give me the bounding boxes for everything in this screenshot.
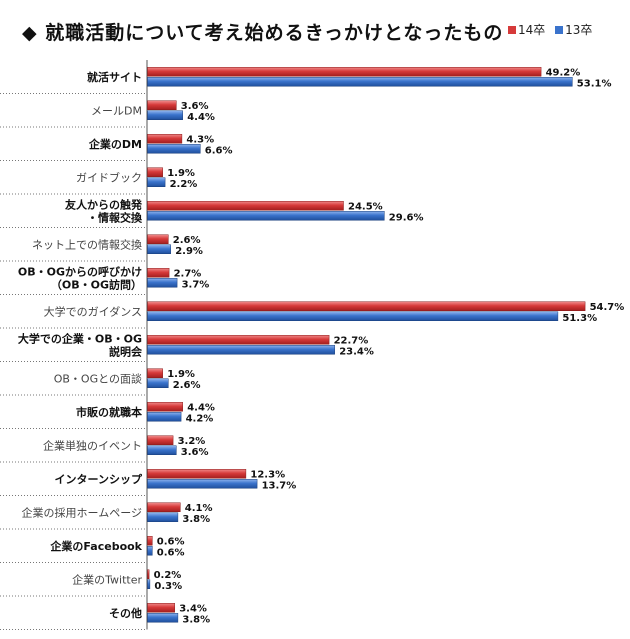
- value-label-14: 4.1%: [185, 503, 213, 514]
- legend-swatch-13: [555, 25, 564, 34]
- bar-13: [147, 378, 169, 388]
- category-label: 企業のFacebook: [49, 539, 142, 553]
- value-label-13: 3.6%: [181, 447, 209, 458]
- value-label-13: 4.2%: [186, 413, 214, 424]
- bar-13: [147, 77, 573, 87]
- category-label: インターンシップ: [55, 472, 143, 486]
- bar-13: [147, 546, 153, 556]
- bar-13: [147, 278, 178, 288]
- category-label: ガイドブック: [76, 170, 142, 184]
- value-label-14: 3.6%: [181, 101, 209, 112]
- bar-13: [147, 445, 177, 455]
- category-label: OB・OGからの呼びかけ: [18, 264, 142, 278]
- bar-13: [147, 177, 166, 187]
- category-label: 説明会: [109, 344, 143, 358]
- bar-14: [147, 469, 247, 479]
- chart-title: ◆ 就職活動について考え始めるきっかけとなったもの: [22, 22, 504, 44]
- value-label-14: 4.3%: [186, 134, 214, 145]
- category-label: 企業のTwitter: [72, 572, 142, 586]
- bar-13: [147, 479, 258, 489]
- category-label: 市販の就職本: [76, 405, 142, 419]
- value-label-13: 3.8%: [182, 514, 210, 525]
- value-label-13: 3.8%: [182, 614, 210, 625]
- bar-13: [147, 211, 385, 221]
- bar-14: [147, 67, 542, 77]
- value-label-14: 24.5%: [348, 201, 383, 212]
- value-label-14: 54.7%: [590, 302, 625, 313]
- category-label: 企業の採用ホームページ: [22, 505, 142, 519]
- bar-14: [147, 100, 177, 110]
- value-label-14: 0.2%: [154, 570, 182, 581]
- category-label: OB・OGとの面談: [54, 371, 142, 385]
- value-label-14: 49.2%: [546, 67, 581, 78]
- value-label-14: 12.3%: [250, 469, 285, 480]
- category-label: その他: [109, 606, 142, 620]
- bar-14: [147, 268, 170, 278]
- category-label: （OB・OG訪問）: [51, 277, 142, 291]
- value-label-13: 2.6%: [173, 380, 201, 391]
- value-label-14: 4.4%: [187, 402, 215, 413]
- bar-14: [147, 201, 344, 211]
- category-label: 企業単独のイベント: [43, 438, 142, 452]
- category-label: ネット上での情報交換: [32, 237, 142, 251]
- value-label-14: 0.6%: [157, 536, 185, 547]
- value-label-13: 29.6%: [389, 212, 424, 223]
- category-label: 大学でのガイダンス: [44, 304, 142, 318]
- legend-item-13: 13卒: [555, 21, 592, 38]
- bar-14: [147, 435, 174, 445]
- bar-14: [147, 368, 163, 378]
- value-label-13: 0.3%: [154, 581, 182, 592]
- legend-label-13: 13卒: [565, 23, 593, 37]
- value-label-13: 13.7%: [262, 480, 297, 491]
- bar-13: [147, 613, 179, 623]
- value-label-14: 1.9%: [167, 168, 195, 179]
- bar-13: [147, 579, 151, 589]
- bar-14: [147, 569, 150, 579]
- value-label-13: 2.2%: [170, 179, 198, 190]
- value-label-13: 53.1%: [577, 78, 612, 89]
- value-label-13: 23.4%: [339, 346, 374, 357]
- bar-14: [147, 134, 183, 144]
- value-label-14: 2.6%: [173, 235, 201, 246]
- category-label: メールDM: [91, 104, 142, 117]
- bar-14: [147, 603, 175, 613]
- value-label-13: 51.3%: [562, 313, 597, 324]
- value-label-13: 4.4%: [187, 112, 215, 123]
- bar-13: [147, 345, 335, 355]
- value-label-13: 0.6%: [157, 547, 185, 558]
- bar-13: [147, 512, 179, 522]
- legend-swatch-14: [508, 25, 516, 34]
- legend-item-14: 14卒: [508, 21, 545, 38]
- value-label-13: 6.6%: [205, 145, 233, 156]
- bar-13: [147, 311, 559, 321]
- category-label: 企業のDM: [88, 137, 142, 151]
- bar-14: [147, 301, 586, 311]
- category-label: 大学での企業・OB・OG: [18, 331, 142, 345]
- category-label: ・情報交換: [87, 210, 143, 224]
- bar-13: [147, 244, 171, 254]
- title-row: ◆ 就職活動について考え始めるきっかけとなったもの 14卒 13卒: [0, 0, 630, 60]
- bar-14: [147, 536, 153, 546]
- category-label: 友人からの触発: [65, 197, 143, 211]
- category-label: 就活サイト: [87, 70, 142, 84]
- legend: 14卒 13卒: [508, 21, 598, 38]
- bar-14: [147, 402, 183, 412]
- value-label-14: 1.9%: [167, 369, 195, 380]
- value-label-13: 3.7%: [182, 279, 210, 290]
- bar-14: [147, 502, 181, 512]
- value-label-14: 3.2%: [178, 436, 206, 447]
- value-label-14: 2.7%: [174, 268, 202, 279]
- bar-13: [147, 110, 183, 120]
- value-label-14: 22.7%: [334, 335, 369, 346]
- bar-14: [147, 234, 169, 244]
- bar-14: [147, 167, 163, 177]
- bar-14: [147, 335, 330, 345]
- bar-13: [147, 144, 201, 154]
- value-label-14: 3.4%: [179, 603, 207, 614]
- bar-13: [147, 412, 182, 422]
- legend-label-14: 14卒: [518, 23, 546, 37]
- value-label-13: 2.9%: [175, 246, 203, 257]
